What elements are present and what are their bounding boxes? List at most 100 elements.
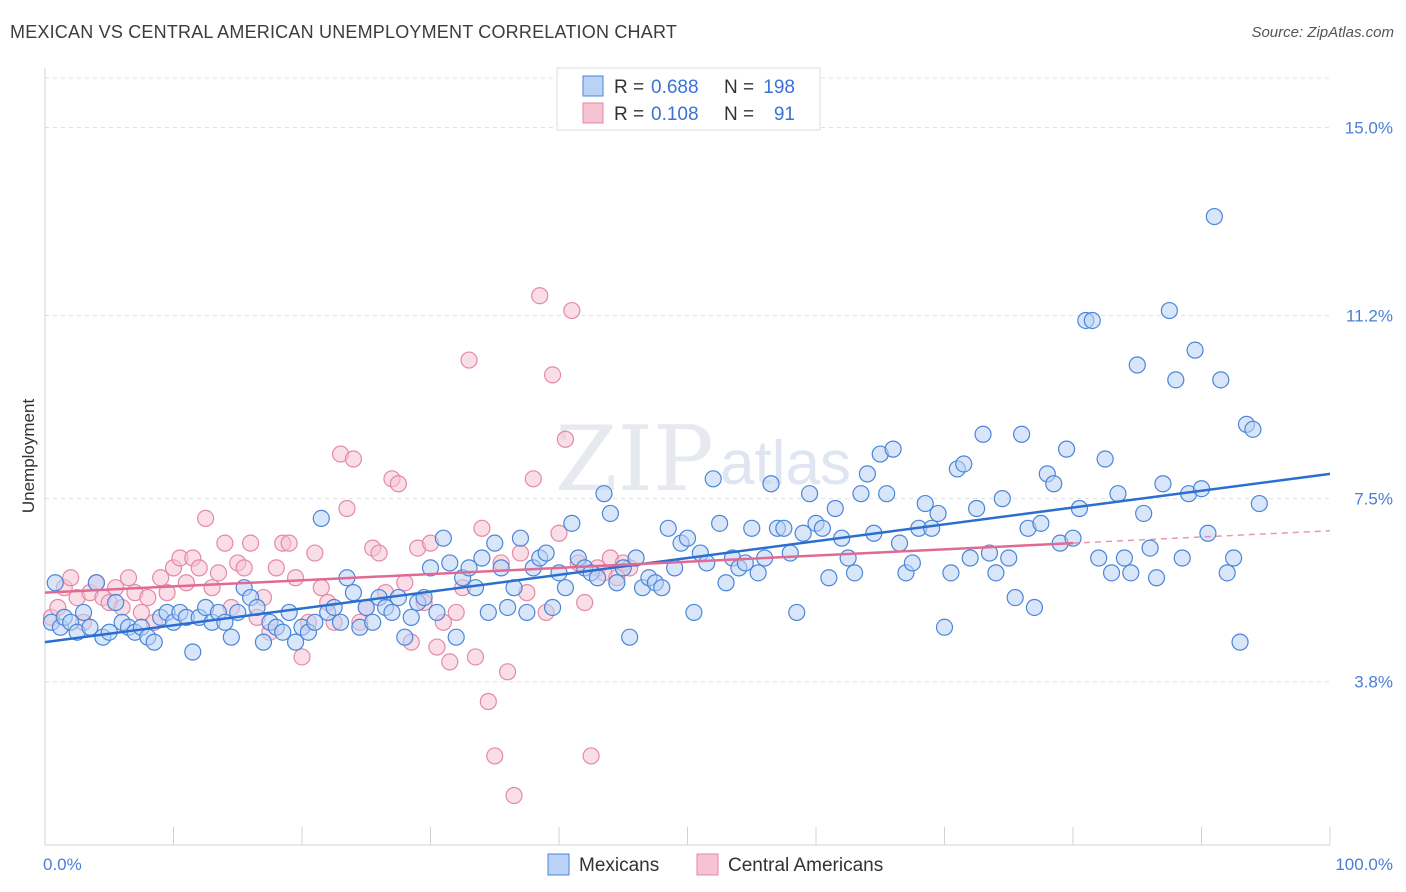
mexicans-point-152 <box>1012 425 1031 443</box>
central-americans-point-42 <box>312 579 330 597</box>
mexicans-point-147 <box>980 544 999 562</box>
central-americans-point-21 <box>177 574 195 592</box>
mexicans-point-132 <box>884 440 902 458</box>
mexicans-point-96 <box>653 579 671 597</box>
mexicans-point-56 <box>396 628 414 646</box>
mexicans-point-121 <box>813 519 832 537</box>
mexicans-point-117 <box>788 603 806 622</box>
central-americans-point-65 <box>460 351 478 369</box>
legend-box: R = 0.688 N = 198 R = 0.108 N = 91 <box>556 67 821 131</box>
central-americans-point-81 <box>563 301 581 320</box>
central-americans-point-41 <box>306 544 324 562</box>
mexicans-point-165 <box>1096 450 1114 468</box>
mexicans-point-164 <box>1090 549 1108 567</box>
mexicans-point-163 <box>1083 311 1101 330</box>
central-americans-point-62 <box>441 653 459 671</box>
central-americans-point-60 <box>428 638 446 656</box>
central-americans-point-47 <box>344 450 362 468</box>
legend-r-value-1: 0.688 <box>651 77 699 98</box>
watermark-zip: ZIP <box>555 407 714 512</box>
mexicans-point-123 <box>826 499 844 518</box>
mexicans-point-148 <box>987 564 1005 582</box>
mexicans-point-64 <box>447 628 465 646</box>
central-americans-point-24 <box>197 509 215 528</box>
y-tick-label-1: 7.5% <box>1354 490 1393 509</box>
mexicans-point-63 <box>441 554 459 572</box>
central-americans-point-71 <box>499 663 517 681</box>
mexicans-point-75 <box>518 603 536 622</box>
mexicans-point-45 <box>325 598 343 617</box>
mexicans-point-172 <box>1141 539 1159 557</box>
trend-line-central-americans <box>44 541 1074 594</box>
mexicans-point-174 <box>1154 475 1172 493</box>
mexicans-point-8 <box>87 574 106 592</box>
mexicans-point-11 <box>107 593 125 612</box>
mexicans-point-140 <box>935 618 954 636</box>
mexicans-point-166 <box>1102 564 1121 582</box>
mexicans-point-133 <box>890 534 909 552</box>
mexicans-point-43 <box>312 509 330 528</box>
bottom-legend-mexicans: Mexicans <box>579 855 659 876</box>
central-americans-point-75 <box>524 470 542 488</box>
chart-source: Source: ZipAtlas.com <box>1251 24 1394 41</box>
mexicans-point-157 <box>1045 475 1063 493</box>
mexicans-point-89 <box>608 574 626 592</box>
legend-n-label-2: N = <box>724 104 754 125</box>
mexicans-point-177 <box>1173 549 1191 567</box>
bottom-legend-swatch-mexicans <box>547 853 570 876</box>
central-americans-point-72 <box>505 786 523 805</box>
mexicans-point-48 <box>344 584 362 602</box>
mexicans-point-143 <box>955 455 973 473</box>
mexicans-point-146 <box>974 425 992 443</box>
mexicans-point-154 <box>1025 598 1044 617</box>
central-americans-point-67 <box>473 519 491 537</box>
central-americans-point-76 <box>531 287 549 305</box>
mexicans-point-170 <box>1128 356 1146 374</box>
mexicans-point-1 <box>46 574 64 592</box>
central-americans-point-51 <box>370 544 388 562</box>
mexicans-point-60 <box>421 559 440 577</box>
central-americans-point-46 <box>338 499 356 518</box>
x-tick-label-0: 0.0% <box>43 855 82 874</box>
mexicans-point-62 <box>434 529 452 547</box>
mexicans-point-72 <box>499 598 517 617</box>
mexicans-point-183 <box>1212 371 1230 389</box>
central-americans-point-54 <box>389 475 407 493</box>
mexicans-point-100 <box>678 529 697 547</box>
mexicans-point-82 <box>563 514 581 532</box>
y-tick-label-2: 11.2% <box>1346 307 1393 326</box>
y-tick-label-3: 15.0% <box>1345 118 1393 137</box>
mexicans-point-42 <box>306 613 324 631</box>
legend-r-label-2: R = <box>614 104 644 125</box>
legend-swatch-central-americans <box>582 102 604 124</box>
mexicans-point-34 <box>254 633 273 651</box>
central-americans-point-3 <box>62 569 80 587</box>
legend-n-value-2: 91 <box>774 104 795 125</box>
mexicans-point-115 <box>775 519 793 537</box>
central-americans-point-27 <box>216 534 234 552</box>
legend-n-value-1: 198 <box>763 77 795 98</box>
central-americans-point-26 <box>209 564 228 582</box>
tick-labels: 3.8% 7.5% 11.2% 15.0% 0.0% 100.0% <box>43 118 1393 874</box>
mexicans-point-138 <box>923 519 941 537</box>
mexicans-point-127 <box>852 485 870 503</box>
mexicans-point-179 <box>1186 341 1204 359</box>
mexicans-point-51 <box>364 613 382 631</box>
x-tick-label-1: 100.0% <box>1335 855 1393 874</box>
mexicans-point-135 <box>903 554 921 572</box>
trend-lines <box>44 472 1331 644</box>
axes <box>44 68 1331 846</box>
legend-n-label-1: N = <box>724 77 754 98</box>
mexicans-point-106 <box>717 574 735 592</box>
mexicans-point-168 <box>1115 549 1134 567</box>
mexicans-point-54 <box>383 603 401 622</box>
central-americans-point-83 <box>576 593 594 612</box>
mexicans-point-69 <box>479 603 497 622</box>
mexicans-point-125 <box>839 549 857 567</box>
mexicans-point-111 <box>749 564 767 582</box>
central-americans-point-66 <box>466 648 485 666</box>
mexicans-point-151 <box>1006 588 1024 607</box>
central-americans-point-84 <box>582 747 600 765</box>
central-americans-point-39 <box>293 648 311 666</box>
watermark-atlas: atlas <box>720 429 851 498</box>
